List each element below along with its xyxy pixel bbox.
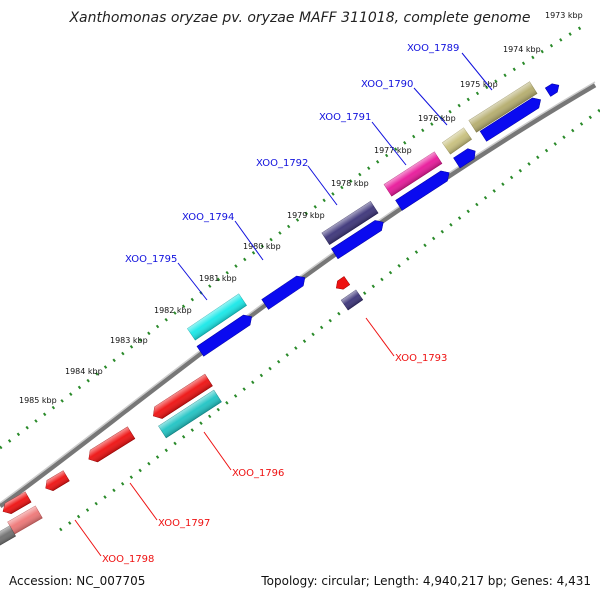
reverse-genes: [0, 276, 364, 547]
label-xoo-1794[interactable]: XOO_1794: [182, 212, 234, 223]
kbp-label-1985: 1985 kbp: [19, 396, 57, 405]
kbp-label-1978: 1978 kbp: [331, 179, 369, 188]
leader-xoo-1790: [413, 87, 448, 126]
gene-arrow-blue-7[interactable]: [196, 312, 255, 357]
label-xoo-1798[interactable]: XOO_1798: [102, 554, 154, 565]
accession-text: Accession: NC_007705: [9, 574, 146, 588]
gene-xoo-1795[interactable]: [187, 293, 247, 341]
gene-red-arrow-1[interactable]: [150, 373, 213, 422]
leader-xoo-1792: [307, 165, 338, 206]
kbp-label-1977: 1977 kbp: [374, 146, 412, 155]
label-xoo-1789[interactable]: XOO_1789: [407, 43, 459, 54]
genome-summary-text: Topology: circular; Length: 4,940,217 bp…: [261, 574, 591, 588]
kbp-label-1984: 1984 kbp: [65, 367, 103, 376]
gene-arrow-blue-4[interactable]: [395, 168, 453, 211]
gene-xoo-1793-arrow[interactable]: [333, 276, 351, 292]
gene-xoo-1797[interactable]: [43, 470, 70, 494]
label-xoo-1795[interactable]: XOO_1795: [125, 254, 177, 265]
label-xoo-1797[interactable]: XOO_1797: [158, 518, 210, 529]
kbp-label-1973: 1973 kbp: [545, 11, 583, 20]
leader-xoo-1798: [74, 519, 102, 557]
genome-backbone: [0, 82, 597, 509]
reverse-leaders: [74, 317, 395, 557]
gene-red-arrow-3[interactable]: [0, 491, 32, 517]
kbp-labels: 1973 kbp 1974 kbp 1975 kbp 1976 kbp 1977…: [19, 11, 583, 405]
kbp-label-1976: 1976 kbp: [418, 114, 456, 123]
gene-xoo-1792[interactable]: [321, 200, 379, 246]
kbp-label-1979: 1979 kbp: [287, 211, 325, 220]
gene-arrow-blue-1[interactable]: [479, 95, 544, 142]
reverse-gene-labels: XOO_1793 XOO_1796 XOO_1797 XOO_1798: [102, 353, 447, 565]
gene-arrow-blue-6[interactable]: [261, 273, 309, 310]
forward-gene-labels: XOO_1789 XOO_1790 XOO_1791 XOO_1792 XOO_…: [125, 43, 459, 265]
forward-leaders: [177, 52, 493, 301]
kbp-label-1980: 1980 kbp: [243, 242, 281, 251]
label-xoo-1792[interactable]: XOO_1792: [256, 158, 308, 169]
gene-xoo-1790[interactable]: [441, 127, 473, 155]
gene-gray-partial[interactable]: [0, 525, 17, 547]
label-xoo-1790[interactable]: XOO_1790: [361, 79, 413, 90]
kbp-label-1975: 1975 kbp: [460, 80, 498, 89]
leader-xoo-1793: [365, 317, 395, 357]
label-xoo-1796[interactable]: XOO_1796: [232, 468, 284, 479]
gene-arrow-blue-2[interactable]: [544, 81, 561, 97]
leader-xoo-1794: [234, 220, 264, 261]
gene-arrow-blue-3[interactable]: [453, 146, 479, 169]
label-xoo-1793[interactable]: XOO_1793: [395, 353, 447, 364]
kbp-label-1974: 1974 kbp: [503, 45, 541, 54]
inner-dotted-track: [59, 108, 600, 532]
leader-xoo-1791: [371, 121, 407, 166]
gene-xoo-1793[interactable]: [340, 289, 364, 311]
leader-xoo-1796: [203, 431, 232, 471]
gene-xoo-1791[interactable]: [383, 151, 443, 197]
kbp-label-1982: 1982 kbp: [154, 306, 192, 315]
leader-xoo-1797: [129, 482, 158, 521]
gene-red-arrow-2[interactable]: [85, 426, 136, 465]
kbp-label-1983: 1983 kbp: [110, 336, 148, 345]
gene-xoo-1789[interactable]: [468, 81, 538, 133]
gene-arrow-blue-5[interactable]: [331, 217, 386, 260]
kbp-label-1981: 1981 kbp: [199, 274, 237, 283]
leader-xoo-1789: [461, 52, 493, 91]
leader-xoo-1795: [177, 262, 208, 301]
gene-xoo-1796[interactable]: [158, 389, 222, 439]
genome-title: Xanthomonas oryzae pv. oryzae MAFF 31101…: [69, 10, 531, 26]
forward-genes: [187, 81, 561, 357]
label-xoo-1791[interactable]: XOO_1791: [319, 112, 371, 123]
